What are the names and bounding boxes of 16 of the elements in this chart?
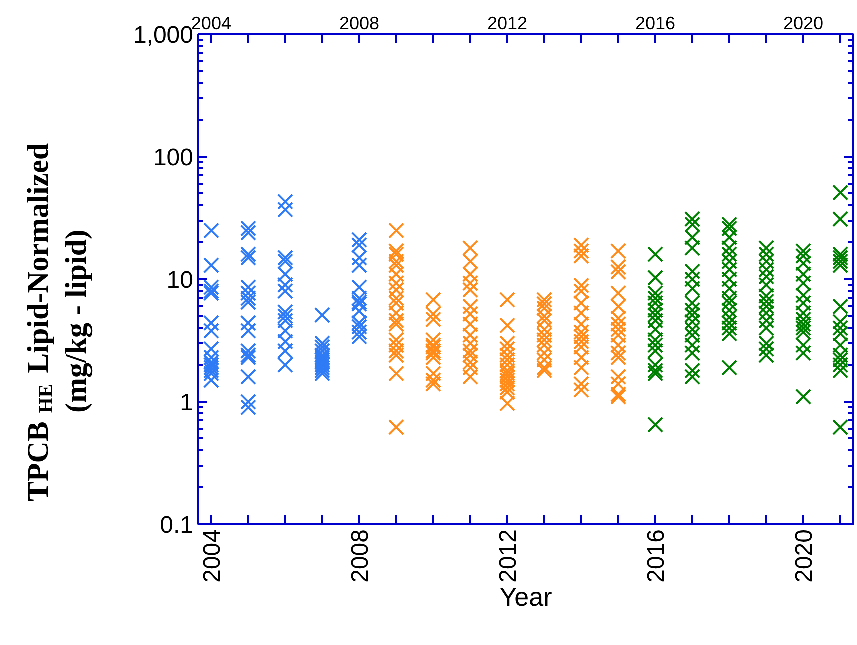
y-tick-label: 100	[153, 144, 194, 172]
x2-tick-label: 2012	[494, 530, 522, 583]
x2-tick-label: 2008	[346, 530, 374, 583]
x2-tick-label: 2020	[791, 530, 818, 583]
y-tick-label: 1,000	[133, 22, 194, 49]
x-tick-label: 2012	[487, 14, 528, 34]
x-tick-label: 2008	[339, 14, 380, 34]
x-tick-label: 2016	[636, 14, 676, 34]
y-tick-label: 10	[166, 267, 194, 294]
x-axis-title: Year	[500, 582, 553, 612]
y-tick-label: 1	[180, 390, 194, 416]
x-tick-label: 2020	[784, 14, 824, 34]
x2-tick-label: 2004	[198, 530, 226, 583]
x2-tick-label: 2016	[643, 530, 670, 583]
y-tick-label: 0.1	[160, 512, 194, 539]
x-tick-label: 2004	[191, 14, 232, 34]
